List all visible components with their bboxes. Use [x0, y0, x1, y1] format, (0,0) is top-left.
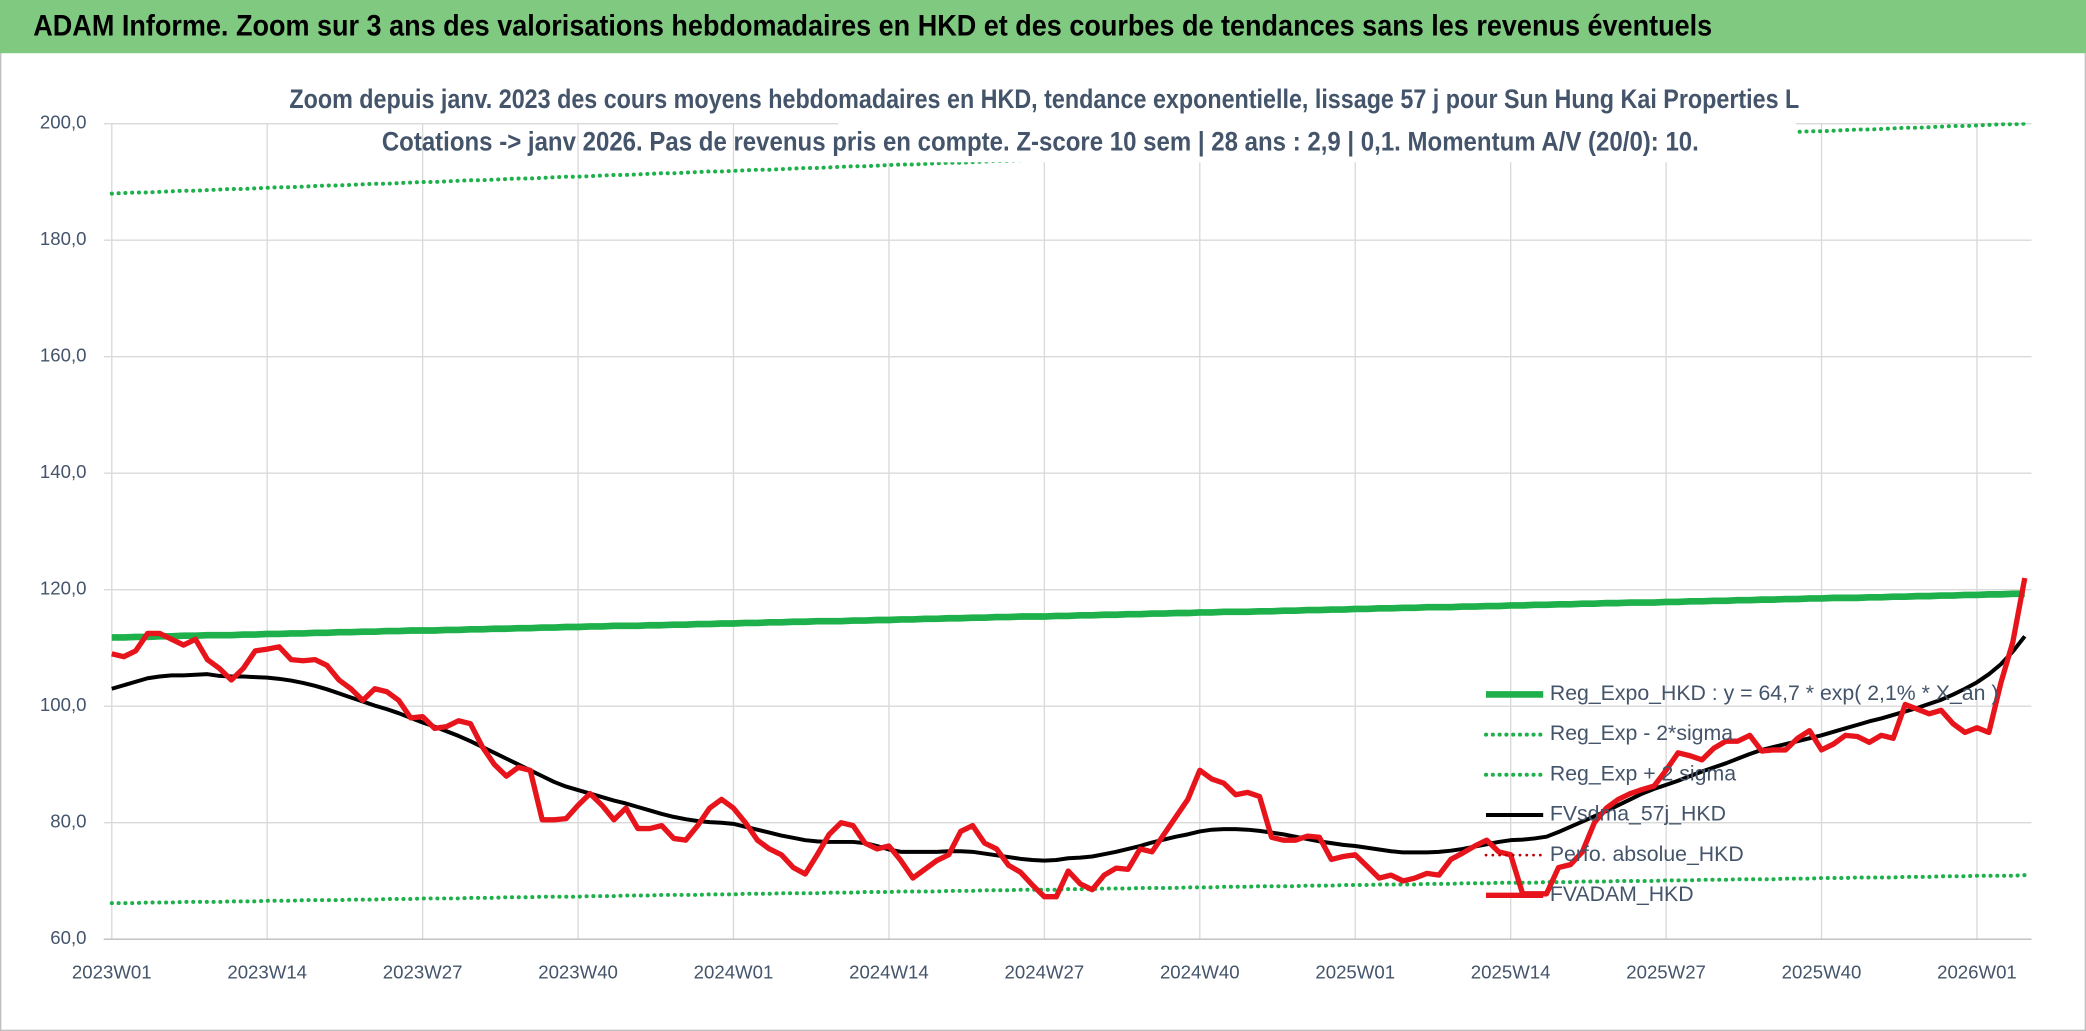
x-tick-label: 2023W27 — [383, 962, 463, 983]
y-tick-label: 100,0 — [40, 694, 87, 715]
header: ADAM Informe. Zoom sur 3 ans des valoris… — [33, 11, 1712, 43]
y-tick-label: 60,0 — [50, 927, 86, 948]
grid: 60,0 80,0 100,0 120,0 140,0 160,0 180,0 200,0 20… — [40, 112, 2032, 983]
legend-label: Perfo. absolue_HKD — [1550, 842, 1744, 866]
legend-label: Reg_Exp - 2*sigma — [1550, 721, 1733, 745]
y-tick-label: 160,0 — [40, 345, 87, 366]
y-tick-label: 120,0 — [40, 578, 87, 599]
legend: Reg_Expo_HKD : y = 64,7 * exp( 2,1% * X_… — [1484, 681, 1999, 906]
chart-subtitle: Cotations -> janv 2026. Pas de revenus p… — [382, 127, 1699, 157]
x-tick-label: 2024W27 — [1005, 962, 1085, 983]
legend-label: Reg_Expo_HKD : y = 64,7 * exp( 2,1% * X_… — [1550, 681, 1999, 705]
series-line — [111, 577, 2028, 900]
series-line — [111, 590, 2025, 641]
x-tick-label: 2025W27 — [1626, 962, 1706, 983]
x-tick-label: 2024W01 — [694, 962, 774, 983]
y-tick-label: 200,0 — [40, 112, 87, 133]
x-tick-label: 2023W40 — [538, 962, 618, 983]
x-tick-label: 2026W01 — [1937, 962, 2017, 983]
title-background — [838, 77, 1796, 163]
legend-label: Reg_Exp + 2 sigma — [1550, 761, 1736, 785]
x-tick-label: 2025W14 — [1471, 962, 1551, 983]
y-tick-label: 140,0 — [40, 461, 87, 482]
chart-title: Zoom depuis janv. 2023 des cours moyens … — [289, 84, 1799, 114]
x-tick-label: 2025W01 — [1315, 962, 1395, 983]
legend-label: FVADAM_HKD — [1550, 882, 1694, 906]
x-tick-label: 2025W40 — [1782, 962, 1862, 983]
y-tick-label: 180,0 — [40, 228, 87, 249]
y-tick-label: 80,0 — [50, 811, 86, 832]
x-tick-label: 2024W14 — [849, 962, 929, 983]
header-band — [0, 0, 2086, 54]
series-line — [109, 873, 2027, 906]
plot — [109, 122, 2028, 906]
x-tick-label: 2023W14 — [227, 962, 307, 983]
x-tick-label: 2023W01 — [72, 962, 152, 983]
legend-label: FVsdma_57j_HKD — [1550, 802, 1726, 826]
x-tick-label: 2024W40 — [1160, 962, 1240, 983]
